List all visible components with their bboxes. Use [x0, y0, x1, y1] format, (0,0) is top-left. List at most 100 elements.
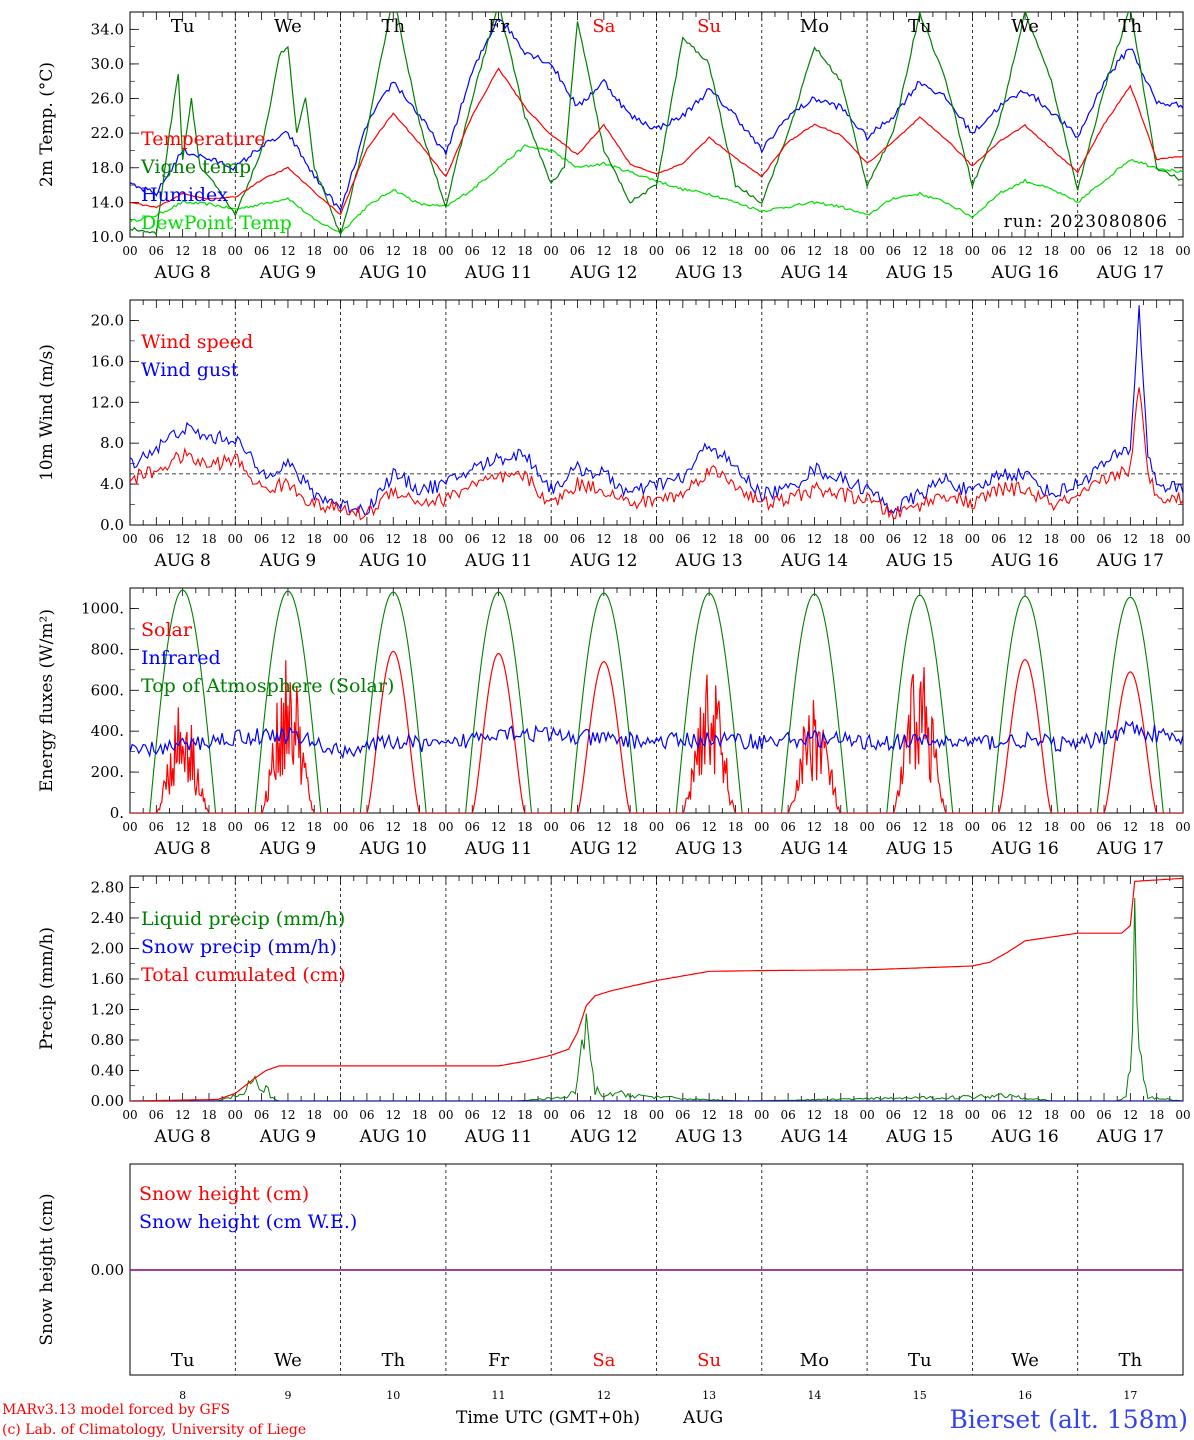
hour-label: 06	[570, 1108, 585, 1122]
weekday-label: We	[1011, 16, 1039, 37]
hour-label: 18	[412, 820, 427, 834]
hour-label: 00	[754, 1108, 769, 1122]
x-axis-title: Time UTC (GMT+0h)	[456, 1408, 640, 1428]
hour-label: 12	[702, 244, 717, 258]
hour-label: 18	[1149, 820, 1164, 834]
weekday-label: Th	[1119, 1350, 1143, 1371]
panel-3: 00 06 12 18 AUG 8 00 06 12 18 AUG 9 00 06 12 18 AUG 10…	[37, 587, 1191, 859]
hour-label: 06	[359, 820, 374, 834]
hour-label: 00	[438, 820, 453, 834]
date-label: AUG 8	[153, 551, 210, 571]
hour-label: 12	[702, 820, 717, 834]
hour-label: 00	[1070, 1108, 1085, 1122]
hour-label: 06	[570, 244, 585, 258]
hour-label: 06	[465, 532, 480, 546]
hour-label: 06	[780, 244, 795, 258]
hour-label: 12	[491, 244, 506, 258]
hour-label: 06	[465, 244, 480, 258]
hour-label: 00	[333, 820, 348, 834]
weekday-label: Tu	[908, 1350, 932, 1371]
hour-label: 06	[991, 1108, 1006, 1122]
hour-label: 06	[149, 1108, 164, 1122]
legend-entry: Wind gust	[141, 359, 239, 381]
hour-label: 00	[754, 820, 769, 834]
date-label: AUG 10	[359, 263, 427, 283]
series-1-line	[130, 720, 1183, 760]
series-0-line	[130, 387, 1183, 521]
x-axis-month: AUG	[682, 1408, 723, 1428]
y-tick-label: 200.	[91, 763, 124, 781]
plot-frame	[129, 587, 1184, 814]
date-label: AUG 17	[1096, 1127, 1164, 1147]
panel-1: 00 06 12 18 AUG 8 00 06 12 18 AUG 9 00 06 12 18 AUG 10…	[37, 11, 1191, 283]
y-tick-label: 600.	[91, 681, 124, 699]
hour-label: 12	[912, 1108, 927, 1122]
hour-label: 18	[412, 532, 427, 546]
hour-label: 18	[728, 532, 743, 546]
legend-entry: Top of Atmosphere (Solar)	[141, 675, 394, 697]
y-tick-label: 30.0	[91, 55, 124, 73]
y-axis-title: Precip (mm/h)	[37, 927, 57, 1050]
hour-label: 12	[280, 244, 295, 258]
y-tick-label: 0.	[110, 804, 124, 822]
day-number: 12	[597, 1389, 611, 1402]
hour-label: 18	[938, 244, 953, 258]
hour-label: 00	[122, 1108, 137, 1122]
hour-label: 00	[438, 1108, 453, 1122]
hour-label: 18	[517, 820, 532, 834]
date-label: AUG 13	[675, 839, 743, 859]
date-label: AUG 10	[359, 839, 427, 859]
hour-label: 18	[623, 820, 638, 834]
weekday-label: Sa	[592, 1350, 615, 1371]
legend-entry: Infrared	[141, 647, 221, 669]
hour-label: 18	[307, 532, 322, 546]
series-1-line	[130, 12, 1183, 237]
series-3-line	[130, 144, 1183, 235]
hour-label: 12	[1017, 1108, 1032, 1122]
hour-label: 18	[833, 820, 848, 834]
hour-label: 00	[859, 1108, 874, 1122]
weekday-label: Fr	[488, 1350, 509, 1371]
y-tick-label: 400.	[91, 722, 124, 740]
hour-label: 12	[1123, 244, 1138, 258]
date-label: AUG 16	[990, 263, 1058, 283]
hour-label: 00	[333, 532, 348, 546]
y-tick-label: 34.0	[91, 20, 124, 38]
hour-label: 12	[1017, 532, 1032, 546]
hour-label: 06	[1096, 820, 1111, 834]
day-number: 8	[179, 1389, 186, 1402]
hour-label: 06	[254, 820, 269, 834]
series-group	[130, 589, 1183, 813]
hour-label: 18	[728, 244, 743, 258]
hour-label: 12	[175, 244, 190, 258]
y-tick-label: 18.0	[91, 159, 124, 177]
date-label: AUG 16	[990, 1127, 1058, 1147]
hour-label: 18	[728, 1108, 743, 1122]
hour-label: 06	[991, 532, 1006, 546]
hour-label: 00	[544, 1108, 559, 1122]
hour-label: 12	[807, 244, 822, 258]
y-axis-title: Energy fluxes (W/m²)	[37, 609, 57, 792]
hour-label: 06	[149, 532, 164, 546]
hour-label: 00	[1175, 820, 1190, 834]
hour-label: 12	[175, 820, 190, 834]
date-label: AUG 9	[259, 839, 316, 859]
series-0-line	[130, 650, 1183, 813]
hour-label: 00	[649, 820, 664, 834]
hour-label: 06	[359, 1108, 374, 1122]
series-2-line	[130, 589, 1183, 813]
y-tick-label: 22.0	[91, 124, 124, 142]
weekday-label: We	[274, 1350, 302, 1371]
legend-entry: Solar	[141, 619, 193, 641]
weekday-label: Fr	[488, 16, 509, 37]
legend-entry: Total cumulated (cm)	[141, 964, 346, 986]
hour-label: 06	[675, 820, 690, 834]
panel-4: 00 06 12 18 AUG 8 00 06 12 18 AUG 9 00 06 12 18 AUG 10…	[37, 875, 1191, 1147]
hour-label: 12	[386, 532, 401, 546]
series-0-line	[130, 897, 1183, 1101]
date-label: AUG 15	[885, 263, 953, 283]
hour-label: 18	[938, 1108, 953, 1122]
series-group	[130, 305, 1183, 521]
date-label: AUG 14	[780, 263, 848, 283]
y-axis-title: 10m Wind (m/s)	[37, 344, 57, 481]
